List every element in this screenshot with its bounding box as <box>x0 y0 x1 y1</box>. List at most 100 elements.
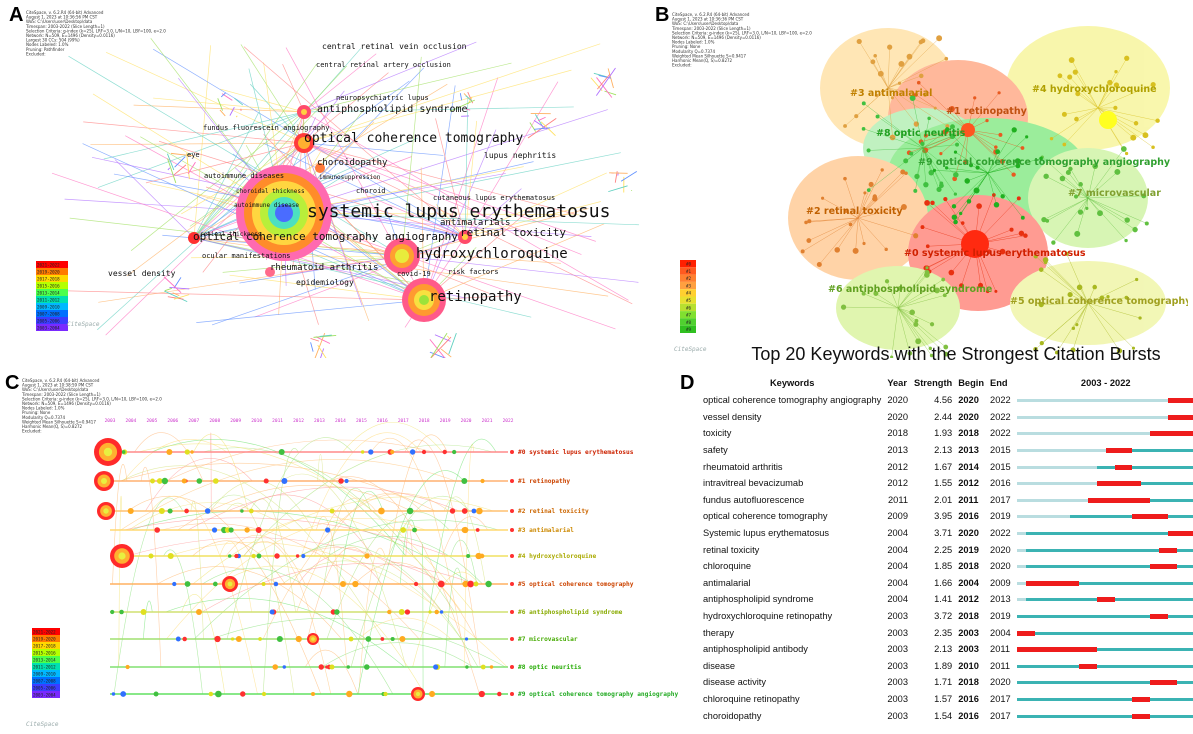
burst-timeline-bar <box>1016 658 1193 674</box>
edge <box>303 69 572 144</box>
timeline-node <box>125 664 130 670</box>
timeline-node <box>399 635 406 643</box>
cluster-node <box>861 101 866 106</box>
header-end: End <box>990 378 1008 388</box>
panel-b-cluster-map: CiteSpace, v. 6.2.R4 (64-bit) Advanced Au… <box>668 8 1188 358</box>
timeline-node <box>489 665 494 669</box>
timeline-arc <box>202 568 394 695</box>
burst-timeline-bar <box>1016 459 1193 475</box>
cluster-edge <box>1087 297 1103 304</box>
cluster-edge <box>920 129 969 142</box>
cluster-node <box>968 163 974 168</box>
meta-line: Harmonic Mean(Q, S)=0.8272 <box>672 58 733 63</box>
cluster-edge <box>837 217 859 250</box>
timeline-arc <box>140 467 162 668</box>
cluster-edge <box>887 87 917 125</box>
timeline-node <box>274 553 280 559</box>
legend-swatch <box>680 325 696 333</box>
timeline-node <box>467 580 474 588</box>
cluster-node <box>920 225 925 230</box>
cluster-node <box>1113 105 1118 110</box>
burst-row: chloroquine retinopathy 2003 1.57 2016 2017 <box>700 691 1193 708</box>
burst-timeline-bar <box>1016 641 1193 657</box>
cluster-node <box>1114 168 1121 175</box>
meta-line: Nodes Labeled: 1.0% <box>26 42 69 47</box>
timeline-node <box>329 508 335 514</box>
timeline-year: 2008 <box>209 418 220 424</box>
timeline-node <box>272 664 279 670</box>
cluster-label: #3 antimalarial <box>850 88 932 99</box>
burst-end: 2009 <box>990 577 1011 588</box>
cluster-node <box>942 293 947 298</box>
burst-strength: 1.93 <box>934 428 953 439</box>
cluster-edge <box>1051 107 1099 139</box>
cluster-edge <box>967 129 1003 162</box>
edge <box>282 63 305 113</box>
cluster-edge <box>845 211 859 219</box>
timeline-node <box>240 509 244 513</box>
burst-keyword: retinal toxicity <box>703 544 760 555</box>
burst-row: fundus autofluorescence 2011 2.01 2011 2017 <box>700 492 1193 509</box>
legend-swatch <box>36 275 68 282</box>
edge <box>590 77 603 92</box>
legend-cluster: #9 <box>686 327 692 332</box>
burst-year: 2009 <box>887 511 908 522</box>
timeline-arc <box>194 519 499 640</box>
cluster-edge <box>897 279 944 309</box>
timeline-node <box>263 478 269 484</box>
burst-year: 2003 <box>887 660 908 671</box>
burst-keyword: optical coherence tomography angiography <box>703 395 882 406</box>
cluster-node <box>866 188 871 192</box>
cluster-edge <box>897 307 931 349</box>
timeline-node <box>461 508 468 514</box>
cluster-edge <box>857 192 866 219</box>
legend-swatch <box>680 267 696 275</box>
burst-begin: 2011 <box>958 494 979 505</box>
edge <box>595 67 616 96</box>
timeline-node <box>184 449 190 455</box>
burst-bar-active <box>1016 697 1193 701</box>
timeline-arc <box>298 547 443 613</box>
cluster-edge <box>915 94 969 131</box>
edge <box>446 335 450 339</box>
cluster-node <box>945 166 949 170</box>
edge <box>320 348 325 358</box>
burst-keyword: antiphospholipid syndrome <box>703 594 814 605</box>
cluster-node <box>948 269 955 276</box>
cluster-node <box>963 159 969 165</box>
burst-timeline-bar <box>1016 691 1193 707</box>
edge <box>303 142 596 242</box>
legend-year: 2015-2016 <box>33 651 56 656</box>
cluster-edge <box>987 158 1042 174</box>
timeline-end-node <box>510 554 514 558</box>
cluster-node <box>843 124 847 128</box>
cluster-edge <box>1087 286 1095 304</box>
burst-keyword: vessel density <box>703 411 762 422</box>
edge <box>167 167 171 171</box>
burst-bar-burst <box>1150 614 1169 620</box>
edge <box>423 129 497 301</box>
timeline-node <box>344 478 349 484</box>
burst-begin: 2018 <box>958 677 979 688</box>
cluster-edge <box>808 217 859 241</box>
timeline-arc <box>299 544 479 668</box>
burst-strength: 3.95 <box>934 511 953 522</box>
burst-timeline-bar <box>1016 442 1193 458</box>
keyword-label: optical coherence tomography angiography <box>193 230 458 243</box>
burst-bar-cell <box>1014 674 1193 691</box>
node-retinal-toxicity <box>458 230 472 244</box>
timeline-node <box>166 448 173 456</box>
burst-year: 2004 <box>887 594 908 605</box>
burst-row: toxicity 2018 1.93 2018 2022 <box>700 425 1193 442</box>
cluster-edge <box>887 87 893 98</box>
keyword-label: central retinal artery occlusion <box>316 61 451 69</box>
burst-keyword: safety <box>703 445 728 456</box>
legend-cluster: #1 <box>686 269 692 274</box>
cluster-node <box>1072 69 1078 75</box>
burst-row: choroidopathy 2003 1.54 2016 2017 <box>700 707 1193 724</box>
burst-begin: 2004 <box>958 577 979 588</box>
panel-a-network: CiteSpace, v. 6.2.R4 (64-bit) Advanced Au… <box>22 8 662 358</box>
cluster-edge <box>819 217 859 265</box>
timeline-year: 2016 <box>377 418 388 424</box>
burst-bar-burst <box>1168 398 1193 404</box>
